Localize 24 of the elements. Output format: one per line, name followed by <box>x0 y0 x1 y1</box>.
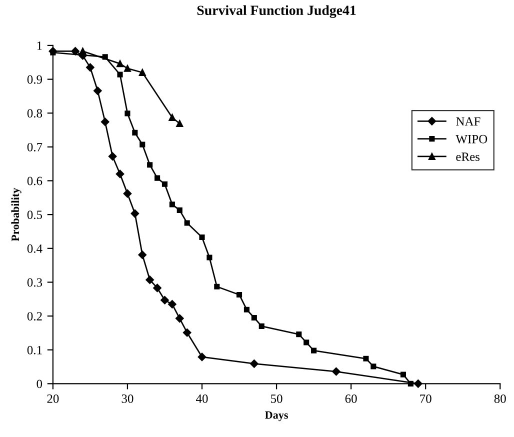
y-tick-label: 0.6 <box>27 176 42 186</box>
x-tick-label: 50 <box>271 394 282 403</box>
y-tick-label: 0.8 <box>27 109 42 118</box>
x-tick-label: 30 <box>122 394 134 403</box>
y-tick-label: 0.1 <box>27 346 42 354</box>
legend-label: NAF <box>456 117 480 126</box>
y-tick-label: 1 <box>37 42 42 50</box>
x-axis-title: Days <box>265 411 288 422</box>
legend-label: WIPO <box>456 134 488 144</box>
y-tick-label: 0.4 <box>27 244 42 253</box>
y-axis-title: Probability <box>11 188 22 242</box>
legend-label: eRes <box>456 152 480 161</box>
x-tick-label: 40 <box>196 394 208 403</box>
y-tick-label: 0.7 <box>27 142 42 152</box>
chart-title: Survival Function Judge41 <box>197 5 356 18</box>
y-tick-label: 0.2 <box>27 312 42 321</box>
x-tick-label: 70 <box>420 394 432 403</box>
x-tick-label: 80 <box>494 394 506 403</box>
y-tick-label: 0 <box>36 380 42 388</box>
y-tick-label: 0.3 <box>27 278 42 287</box>
y-tick-label: 0.5 <box>27 210 42 220</box>
x-tick-label: 20 <box>47 394 59 403</box>
y-tick-label: 0.9 <box>27 75 42 84</box>
x-tick-label: 60 <box>345 394 357 403</box>
